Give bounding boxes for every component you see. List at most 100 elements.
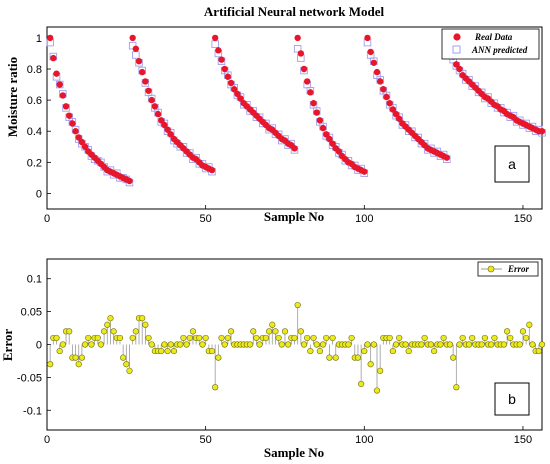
error-point	[370, 341, 377, 348]
error-point	[345, 341, 352, 348]
real-data-point	[380, 86, 387, 93]
error-point	[507, 334, 514, 342]
error-point	[450, 354, 457, 361]
y-tick-label-a: 0.6	[27, 95, 42, 107]
real-data-point	[396, 115, 403, 122]
ann-predicted-point	[55, 80, 64, 89]
real-data-point	[161, 121, 168, 129]
error-point	[123, 361, 130, 368]
error-point	[56, 347, 63, 355]
y-tick-label-b: 0.1	[27, 274, 42, 286]
error-point	[456, 341, 463, 348]
error-point	[313, 341, 320, 348]
error-point	[285, 341, 292, 348]
error-point	[104, 321, 111, 328]
real-data-point	[370, 59, 378, 66]
error-point	[519, 328, 527, 335]
real-data-point	[234, 90, 241, 98]
real-data-point	[53, 70, 60, 77]
error-point	[227, 328, 235, 335]
error-point	[256, 341, 263, 348]
error-point	[78, 354, 86, 361]
error-point	[167, 341, 174, 348]
error-point	[367, 361, 374, 368]
error-point	[218, 334, 225, 342]
real-data-point	[151, 103, 159, 110]
error-point	[392, 341, 400, 348]
x-tick-label-a: 150	[514, 213, 532, 225]
error-point	[72, 354, 79, 361]
error-point	[161, 341, 168, 348]
error-point	[453, 384, 460, 391]
real-data-point	[313, 109, 320, 116]
error-point	[446, 341, 454, 348]
x-tick-label-a: 100	[355, 213, 373, 225]
real-data-point	[319, 124, 327, 132]
error-point	[469, 334, 476, 342]
error-point	[307, 347, 314, 355]
error-point	[389, 347, 396, 355]
x-tick-label-b: 0	[44, 434, 50, 446]
real-data-point	[361, 168, 368, 175]
real-data-point	[145, 87, 152, 94]
error-point	[101, 328, 108, 335]
error-point	[437, 341, 444, 348]
real-data-point	[297, 50, 305, 57]
real-data-point	[307, 89, 314, 96]
real-data-point	[227, 79, 235, 87]
error-point	[116, 334, 124, 342]
error-point	[405, 347, 412, 355]
y-tick-label-b: 0	[36, 340, 42, 352]
error-point	[478, 341, 485, 348]
error-point	[304, 334, 311, 342]
ann-predicted-point	[293, 45, 302, 53]
real-data-point	[69, 120, 76, 127]
y-tick-label-a: 1	[36, 33, 42, 45]
real-data-point	[389, 106, 397, 113]
y-tick-label-a: 0.4	[27, 126, 42, 138]
real-data-point	[329, 140, 336, 147]
real-data-point	[59, 92, 67, 99]
y-tick-label-b: -0.05	[17, 372, 42, 384]
error-point	[170, 347, 178, 355]
error-point	[361, 347, 368, 355]
error-point	[81, 341, 89, 348]
real-data-point	[72, 128, 79, 135]
legend-ann-marker	[452, 45, 461, 54]
error-point	[177, 341, 184, 348]
error-point	[421, 334, 428, 342]
real-data-point	[392, 110, 400, 118]
error-point	[323, 334, 330, 342]
real-data-point	[291, 145, 298, 152]
error-point	[386, 334, 393, 342]
real-data-point	[386, 100, 393, 107]
error-point	[183, 341, 190, 348]
error-point	[164, 347, 171, 355]
error-point	[431, 347, 438, 355]
real-data-point	[135, 58, 143, 65]
x-tick-label-b: 50	[200, 434, 212, 446]
error-point	[145, 334, 152, 342]
error-point	[300, 341, 308, 348]
error-point	[199, 341, 206, 348]
real-data-point	[376, 78, 384, 85]
error-point	[364, 341, 371, 348]
error-point	[186, 334, 193, 342]
real-data-point	[62, 103, 70, 110]
error-point	[310, 334, 317, 342]
real-data-point	[335, 148, 343, 155]
error-point	[262, 334, 270, 342]
error-point	[358, 380, 365, 388]
real-data-point	[383, 93, 390, 101]
real-data-point	[138, 68, 146, 76]
legend-real-label: Real Data	[474, 32, 513, 42]
error-point	[129, 334, 136, 342]
error-point	[107, 315, 114, 322]
error-point	[110, 328, 117, 335]
real-data-point	[158, 117, 165, 124]
error-point	[266, 328, 273, 335]
error-point	[294, 301, 301, 309]
error-point	[503, 328, 511, 335]
x-tick-label-b: 150	[514, 434, 532, 446]
y-tick-label-a: 0	[36, 188, 42, 200]
